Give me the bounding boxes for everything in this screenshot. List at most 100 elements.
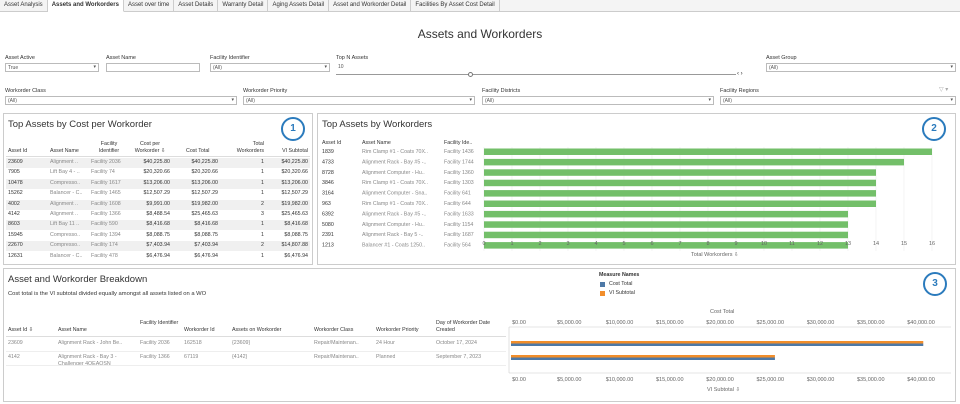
cell-vi-subtotal[interactable]: $25,465.63 <box>281 211 308 217</box>
cell-facility[interactable]: Facility 1608 <box>91 200 121 207</box>
cell-day-created[interactable]: September 7, 2023 <box>436 354 482 360</box>
cell-asset-name[interactable]: Alignment Rack - Bay 3 - Challenger 4OEA… <box>58 354 117 367</box>
cell-cost-total[interactable]: $6,476.94 <box>194 252 218 259</box>
cell-asset-name[interactable]: Alignment .. <box>50 211 78 217</box>
cell-asset-name[interactable]: Alignment Rack - John Be.. <box>58 340 123 346</box>
cell-asset-name[interactable]: Balancer - C.. <box>50 190 83 197</box>
sort-icon[interactable]: ⇩ <box>734 252 739 258</box>
cell-facility[interactable]: Facility 1465 <box>91 190 121 197</box>
filter-icon[interactable]: ▽ ▾ <box>939 87 949 93</box>
bar-1839[interactable] <box>484 148 932 156</box>
cell-vi-subtotal[interactable]: $19,982.00 <box>281 200 308 207</box>
bar-vi-subtotal-4142[interactable] <box>511 355 775 358</box>
cell-cost-total[interactable]: $12,507.29 <box>191 190 218 197</box>
cell-asset-id[interactable]: 15945 <box>8 231 23 238</box>
col-header-workorder-priority[interactable]: Workorder Priority <box>376 327 419 333</box>
row-asset-name[interactable]: Alignment Computer - Sna.. <box>362 191 427 197</box>
top-n-slider-handle[interactable] <box>468 72 473 77</box>
col-header-asset-id[interactable]: Asset Id ⇩ <box>8 327 34 333</box>
row-facility[interactable]: Facility 1303 <box>444 180 474 186</box>
cell-total-workorders[interactable]: 1 <box>261 252 264 259</box>
cell-asset-name[interactable]: Lift Bay 11 .. <box>50 221 80 228</box>
cell-workorder-id[interactable]: 67119 <box>184 354 199 360</box>
cell-vi-subtotal[interactable]: $8,416.68 <box>284 221 308 228</box>
row-asset-name[interactable]: Rim Clamp #1 - Coats 70X.. <box>362 201 428 207</box>
cell-total-workorders[interactable]: 1 <box>261 231 264 238</box>
cell-cost-per-workorder[interactable]: $12,507.29 <box>143 190 170 197</box>
col-header-facility[interactable]: Facility Identifier <box>98 141 120 154</box>
col-header-assets-on-workorder[interactable]: Assets on Workorder <box>232 327 282 333</box>
cell-total-workorders[interactable]: 3 <box>261 211 264 217</box>
cell-asset-id[interactable]: 15262 <box>8 190 23 197</box>
top-n-input[interactable]: 10 <box>336 63 748 72</box>
cell-cost-total[interactable]: $25,465.63 <box>191 211 218 217</box>
cell-asset-name[interactable]: Alignment .. <box>50 200 78 207</box>
col-header-asset-name[interactable]: Asset Name <box>50 148 79 154</box>
row-asset-id[interactable]: 1839 <box>322 149 334 155</box>
asset-group-dropdown[interactable]: (All) ▾ <box>766 63 956 72</box>
asset-active-dropdown[interactable]: True ▾ <box>5 63 99 72</box>
cell-facility[interactable]: Facility 174 <box>91 242 118 249</box>
cell-workorder-id[interactable]: 162518 <box>184 340 202 346</box>
bar-6392[interactable] <box>484 210 848 218</box>
cell-cost-per-workorder[interactable]: $8,416.68 <box>146 221 170 228</box>
cell-workorder-priority[interactable]: Planned <box>376 354 396 360</box>
cell-facility[interactable]: Facility 1366 <box>140 354 170 360</box>
bar-2391[interactable] <box>484 231 848 239</box>
row-facility[interactable]: Facility 1436 <box>444 149 474 155</box>
cell-cost-total[interactable]: $8,088.75 <box>194 231 218 238</box>
row-asset-id[interactable]: 4733 <box>322 159 334 165</box>
x-axis-title-top[interactable]: Cost Total <box>710 309 735 315</box>
cell-facility[interactable]: Facility 478 <box>91 252 118 259</box>
cell-cost-per-workorder[interactable]: $8,488.54 <box>146 211 170 217</box>
row-asset-id[interactable]: 1213 <box>322 243 334 249</box>
workorder-class-dropdown[interactable]: (All) ▾ <box>5 96 237 105</box>
cell-workorder-class[interactable]: Repair/Maintenan.. <box>314 354 359 360</box>
cell-cost-total[interactable]: $40,225.80 <box>191 159 218 165</box>
tab-asset-and-workorder-detail[interactable]: Asset and Workorder Detail <box>329 0 412 12</box>
cell-asset-id[interactable]: 4142 <box>8 354 20 360</box>
col-header-asset-name[interactable]: Asset Name <box>362 140 391 146</box>
cell-asset-name[interactable]: Compresso.. <box>50 231 81 238</box>
row-asset-id[interactable]: 8728 <box>322 170 334 176</box>
row-facility[interactable]: Facility 1154 <box>444 222 473 228</box>
cell-asset-name[interactable]: Lift Bay 4 - .. <box>50 169 80 176</box>
cell-facility[interactable]: Facility 590 <box>91 221 118 228</box>
cell-cost-per-workorder[interactable]: $20,320.66 <box>143 169 170 176</box>
tab-asset-over-time[interactable]: Asset over time <box>124 0 175 12</box>
cell-cost-total[interactable]: $7,403.94 <box>194 242 218 249</box>
col-header-facility[interactable]: Facility Identifier <box>140 320 179 326</box>
row-facility[interactable]: Facility 1687 <box>444 232 474 238</box>
cell-asset-name[interactable]: Compresso.. <box>50 242 81 249</box>
cell-facility[interactable]: Facility 1617 <box>91 179 121 186</box>
cell-assets-on-workorder[interactable]: {23609} <box>232 340 251 346</box>
row-asset-id[interactable]: 3846 <box>322 180 334 186</box>
cell-asset-id[interactable]: 8603 <box>8 221 20 228</box>
cell-cost-total[interactable]: $8,416.68 <box>194 221 218 228</box>
cell-facility[interactable]: Facility 2036 <box>91 159 121 165</box>
cell-assets-on-workorder[interactable]: {4142} <box>232 354 248 360</box>
cell-facility[interactable]: Facility 2036 <box>140 340 170 346</box>
col-header-vi-subtotal[interactable]: VI Subtotal <box>282 148 308 154</box>
cell-vi-subtotal[interactable]: $20,320.66 <box>281 169 308 176</box>
cell-facility[interactable]: Facility 1366 <box>91 211 121 217</box>
tab-assets-and-workorders[interactable]: Assets and Workorders <box>47 0 124 12</box>
cell-asset-id[interactable]: 12631 <box>8 252 23 259</box>
tab-asset-details[interactable]: Asset Details <box>174 0 219 12</box>
col-header-asset-id[interactable]: Asset Id <box>8 148 28 154</box>
cell-asset-name[interactable]: Balancer - C.. <box>50 252 83 259</box>
cell-vi-subtotal[interactable]: $8,088.75 <box>284 231 308 238</box>
cell-asset-id[interactable]: 4142 <box>8 211 20 217</box>
cell-vi-subtotal[interactable]: $40,225.80 <box>281 159 308 165</box>
row-asset-name[interactable]: Alignment Rack - Bay 5 -.. <box>362 232 424 238</box>
cell-cost-total[interactable]: $19,982.00 <box>191 200 218 207</box>
col-header-asset-id[interactable]: Asset Id <box>322 140 342 146</box>
cell-asset-id[interactable]: 4002 <box>8 200 20 207</box>
cell-vi-subtotal[interactable]: $13,206.00 <box>281 179 308 186</box>
row-asset-id[interactable]: 2391 <box>322 232 334 238</box>
cell-cost-per-workorder[interactable]: $6,476.94 <box>146 252 170 259</box>
cell-cost-per-workorder[interactable]: $9,991.00 <box>146 200 170 207</box>
cell-asset-id[interactable]: 23609 <box>8 159 23 165</box>
col-header-total-workorders[interactable]: Total Workorders <box>236 141 264 154</box>
row-asset-name[interactable]: Alignment Computer - Hu.. <box>362 222 425 228</box>
